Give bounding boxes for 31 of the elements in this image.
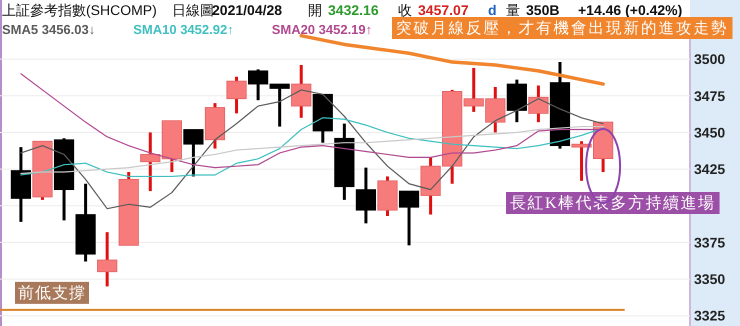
y-tick-label: 3375 bbox=[694, 234, 726, 250]
text: 350B bbox=[526, 2, 560, 18]
text: d bbox=[488, 2, 497, 18]
text: SMA10 3452.92↑ bbox=[133, 22, 234, 37]
text: 收 bbox=[398, 2, 412, 18]
candlestick bbox=[183, 129, 204, 176]
y-tick-label: 3450 bbox=[694, 124, 726, 140]
line-series bbox=[299, 34, 605, 86]
y-tick-label: 3425 bbox=[694, 161, 726, 178]
chart-title: 上証參考指數(SHCOMP) bbox=[2, 2, 157, 18]
text: +14.46 (+0.42%) bbox=[578, 2, 682, 18]
text: 量 bbox=[506, 2, 520, 18]
text: SMA5 3456.03↓ bbox=[2, 22, 96, 37]
annotation: 突破月線反壓，才有機會出現新的進攻走勢 bbox=[396, 19, 728, 37]
text: 2021/04/28 bbox=[212, 2, 282, 18]
text: 開 bbox=[308, 2, 322, 18]
candlestick bbox=[528, 86, 549, 122]
ref-line-label: 前低支撐 bbox=[18, 284, 86, 302]
text: 日線圖 bbox=[172, 2, 214, 18]
candlestick bbox=[226, 76, 247, 114]
y-tick-label: 3475 bbox=[694, 88, 726, 104]
y-tick-label: 3350 bbox=[694, 271, 726, 288]
candlestick bbox=[97, 232, 118, 286]
y-tick-label: 3500 bbox=[694, 51, 726, 68]
text: SMA20 3452.19↑ bbox=[272, 22, 372, 37]
candlestick bbox=[398, 190, 420, 246]
text: 3432.16 bbox=[328, 2, 379, 18]
candlestick bbox=[356, 168, 376, 224]
candlestick bbox=[291, 64, 312, 118]
y-tick-label: 3325 bbox=[694, 308, 726, 324]
text: 3457.07 bbox=[418, 2, 469, 18]
